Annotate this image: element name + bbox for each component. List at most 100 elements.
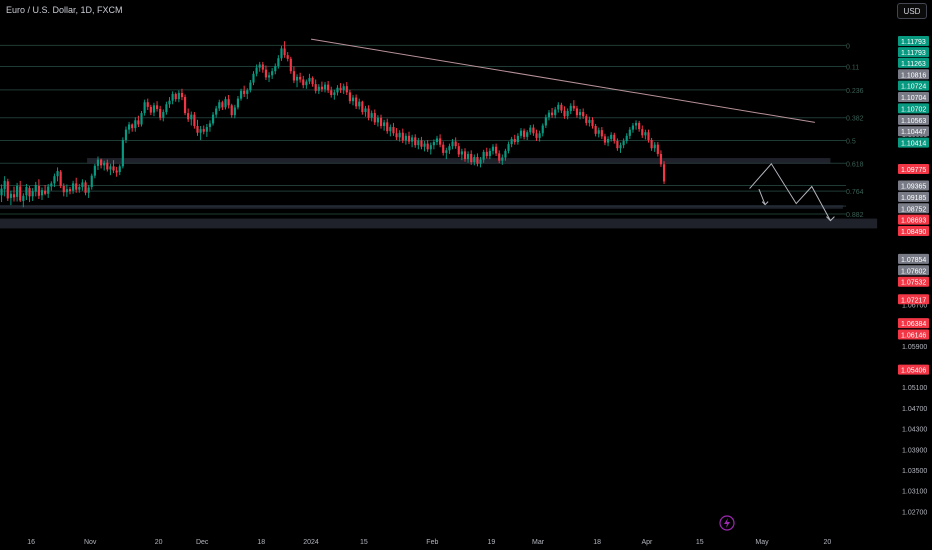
candle-body	[457, 146, 460, 155]
price-tag	[898, 69, 929, 80]
candle-body	[448, 146, 451, 151]
candle-body	[118, 166, 121, 173]
candle-body	[426, 143, 429, 150]
candle-body	[423, 143, 426, 147]
candle-body	[454, 141, 457, 147]
time-tick-label: 20	[155, 539, 163, 546]
candle-body	[9, 193, 12, 198]
price-tag-label: 1.08490	[901, 229, 926, 236]
candle-body	[476, 157, 479, 164]
candle-body	[12, 194, 16, 198]
price-tag	[898, 191, 929, 202]
time-axis[interactable]: 16 Nov 20 Dec 18 2024 15 Feb 19 Mar 18 Apr 15 May 20	[27, 539, 831, 546]
candles	[0, 41, 666, 208]
candle-body	[16, 186, 19, 197]
candle-body	[264, 69, 268, 78]
candle-body	[84, 182, 87, 193]
price-tick-label: 1.06700	[902, 302, 927, 309]
candle-body	[109, 166, 112, 170]
price-tag-label: 1.10563	[901, 118, 926, 125]
price-tag-label: 1.08693	[901, 218, 926, 225]
price-tag-label: 1.11793	[901, 50, 926, 57]
candle-body	[610, 134, 613, 139]
candle-body	[631, 125, 635, 130]
candle-body	[19, 186, 22, 201]
candle-body	[634, 122, 638, 126]
lightning-icon[interactable]	[719, 515, 735, 531]
trendline-segment	[310, 38, 815, 123]
candle-body	[215, 108, 218, 115]
projection-path[interactable]	[749, 162, 835, 222]
candle-body	[442, 144, 445, 153]
trendline[interactable]	[310, 38, 815, 123]
candle-body	[124, 129, 128, 140]
candle-body	[644, 132, 647, 136]
candle-body	[495, 146, 498, 154]
time-tick-label: 15	[360, 539, 368, 546]
candle-body	[196, 126, 199, 133]
candle-body	[47, 186, 50, 194]
candle-body	[317, 86, 320, 91]
candle-body	[255, 67, 258, 74]
candle-body	[59, 171, 62, 187]
price-tag-label: 1.07532	[901, 280, 926, 287]
price-tag	[898, 226, 929, 237]
fib-level-label: 0.236	[846, 88, 864, 95]
price-tag-label: 1.09775	[901, 167, 926, 174]
candle-body	[87, 187, 90, 193]
candle-body	[485, 151, 488, 157]
candle-body	[177, 92, 180, 100]
projection-arrowhead	[826, 216, 835, 222]
price-tag	[898, 92, 929, 103]
candle-body	[662, 164, 666, 182]
candle-body	[554, 109, 557, 116]
fib-level-label: 0.382	[846, 116, 864, 123]
candle-body	[227, 99, 230, 106]
candle-body	[351, 97, 355, 102]
candle-body	[40, 190, 44, 196]
candle-body	[56, 171, 59, 177]
time-tick-label: 15	[696, 539, 704, 546]
candle-body	[460, 151, 463, 155]
candle-body	[482, 151, 485, 160]
candle-body	[103, 162, 106, 166]
candle-body	[547, 112, 551, 118]
candle-body	[597, 130, 600, 134]
candle-body	[398, 132, 401, 138]
candle-body	[327, 84, 330, 91]
candle-body	[467, 153, 470, 160]
price-tag	[898, 114, 929, 125]
candle-body	[628, 129, 631, 136]
price-tag-label: 1.05406	[901, 368, 926, 375]
candle-body	[420, 140, 423, 147]
candle-body	[364, 108, 367, 113]
candle-body	[582, 112, 585, 117]
candle-body	[616, 141, 619, 149]
time-tick-label: 19	[488, 539, 496, 546]
candle-body	[510, 138, 513, 145]
candle-body	[638, 122, 641, 130]
candle-body	[165, 104, 168, 113]
candle-body	[230, 105, 233, 116]
candle-body	[292, 71, 296, 81]
price-tag-label: 1.09365	[901, 183, 926, 190]
candle-body	[507, 144, 510, 151]
price-tag	[898, 329, 929, 340]
candle-body	[355, 97, 358, 107]
price-axis[interactable]: 1.100001.067001.059001.051001.047001.043…	[896, 22, 932, 532]
candle-body	[348, 92, 351, 102]
price-tag	[898, 103, 929, 114]
candle-body	[106, 162, 109, 170]
price-tag	[898, 318, 929, 329]
candle-body	[566, 111, 569, 117]
price-tag	[898, 57, 929, 68]
price-tag	[898, 80, 929, 91]
candle-body	[143, 102, 146, 114]
price-tag	[898, 253, 929, 264]
currency-button[interactable]: USD	[897, 3, 927, 19]
projection-short-arrowhead	[761, 201, 769, 206]
price-tick-label: 1.03100	[902, 489, 927, 496]
candle-body	[22, 195, 25, 202]
time-tick-label: Mar	[532, 539, 545, 546]
